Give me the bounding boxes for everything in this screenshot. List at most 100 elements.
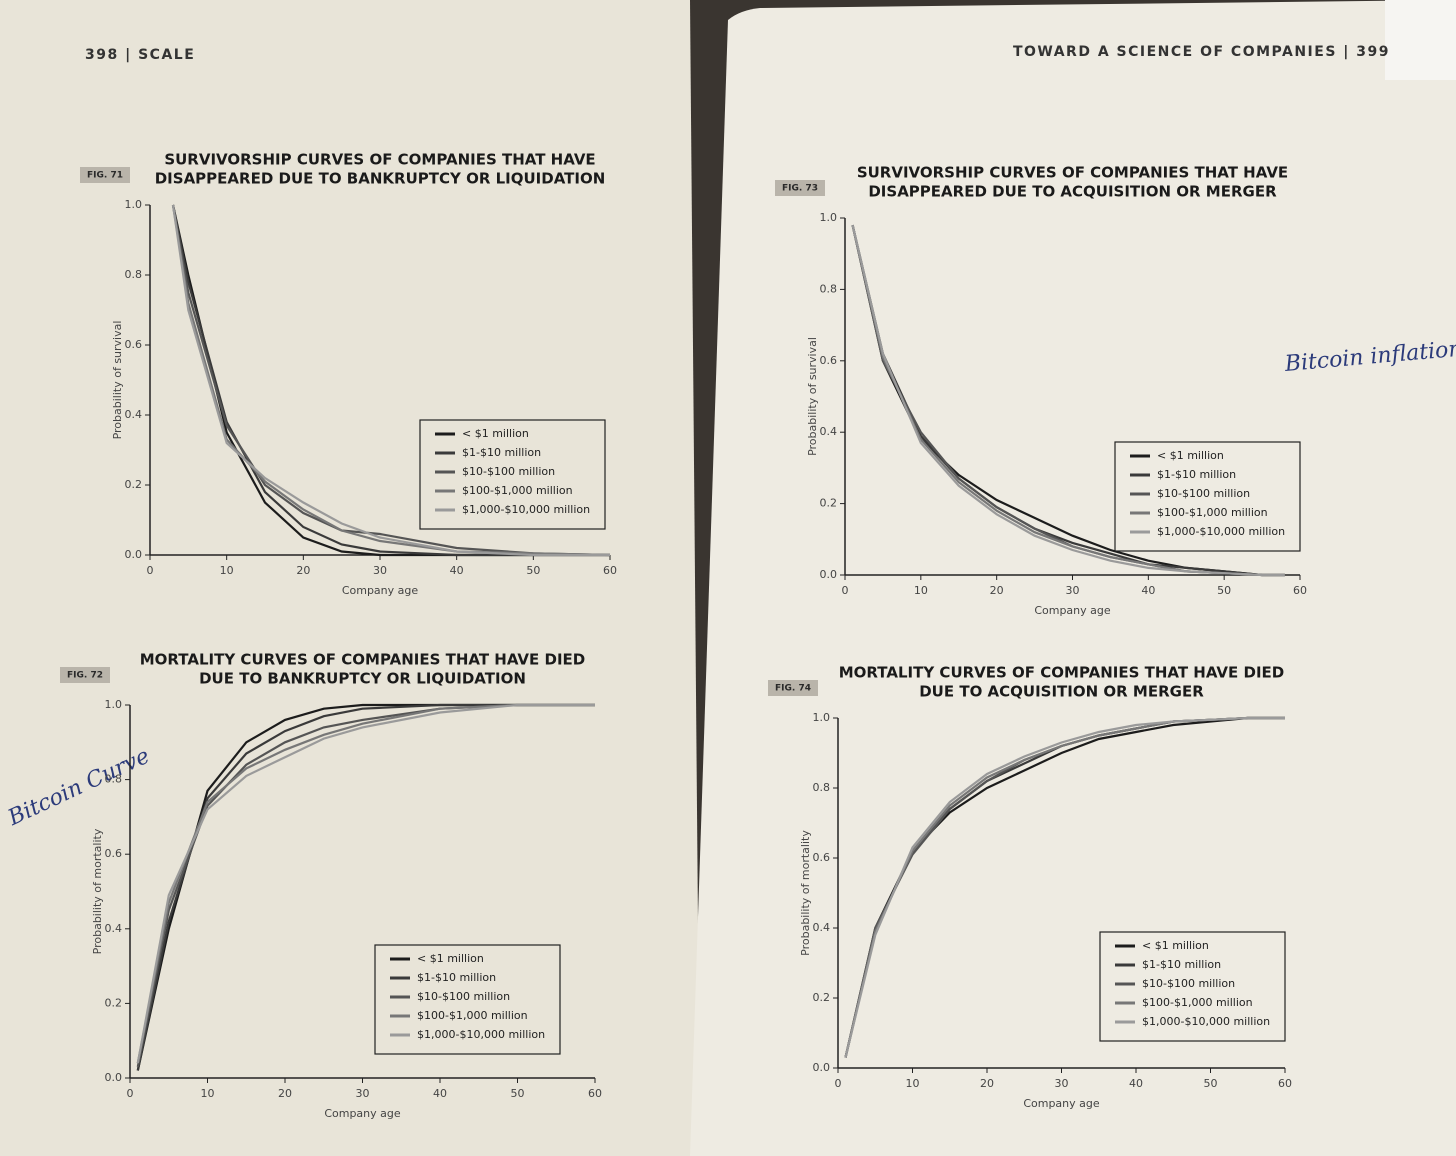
legend-label: $100-$1,000 million	[1157, 506, 1268, 519]
figure-label-box	[768, 680, 818, 696]
figure-label: FIG. 72	[67, 671, 103, 681]
y-axis-label: Probability of survival	[111, 321, 124, 440]
figure-label: FIG. 71	[87, 171, 123, 181]
x-tick-label: 30	[1066, 584, 1080, 597]
legend-label: $1,000-$10,000 million	[1157, 525, 1285, 538]
legend-label: $1-$10 million	[1157, 468, 1236, 481]
y-tick-label: 0.0	[820, 568, 838, 581]
legend-label: $10-$100 million	[1157, 487, 1250, 500]
x-tick-label: 20	[296, 564, 310, 577]
sticky-note	[1385, 0, 1456, 80]
chart-title: DUE TO BANKRUPTCY OR LIQUIDATION	[199, 670, 526, 688]
y-tick-label: 0.6	[125, 338, 143, 351]
y-tick-label: 0.6	[105, 847, 123, 860]
y-tick-label: 1.0	[125, 198, 143, 211]
x-tick-label: 50	[526, 564, 540, 577]
x-tick-label: 60	[1293, 584, 1307, 597]
figure-label: FIG. 74	[775, 684, 811, 694]
y-tick-label: 0.8	[125, 268, 143, 281]
x-tick-label: 0	[835, 1077, 842, 1090]
x-tick-label: 40	[1129, 1077, 1143, 1090]
x-axis-label: Company age	[342, 584, 419, 597]
legend-box	[419, 419, 606, 530]
chart-title: DISAPPEARED DUE TO BANKRUPTCY OR LIQUIDA…	[155, 170, 606, 188]
y-tick-label: 0.0	[105, 1071, 123, 1084]
x-tick-label: 50	[1217, 584, 1231, 597]
chart-title: MORTALITY CURVES OF COMPANIES THAT HAVE …	[839, 664, 1284, 682]
x-tick-label: 10	[914, 584, 928, 597]
legend-label: $10-$100 million	[417, 990, 510, 1003]
chart-title: SURVIVORSHIP CURVES OF COMPANIES THAT HA…	[857, 164, 1288, 182]
x-tick-label: 30	[373, 564, 387, 577]
y-tick-label: 1.0	[105, 698, 123, 711]
chart-title: DUE TO ACQUISITION OR MERGER	[919, 683, 1204, 701]
y-tick-label: 0.8	[105, 773, 123, 786]
y-tick-label: 0.6	[813, 851, 831, 864]
x-tick-label: 20	[990, 584, 1004, 597]
x-tick-label: 0	[127, 1087, 134, 1100]
series-line	[136, 703, 595, 1064]
legend-label: $100-$1,000 million	[462, 484, 573, 497]
figure-label-box	[60, 667, 110, 683]
y-axis-label: Probability of mortality	[91, 828, 104, 954]
x-axis-label: Company age	[324, 1107, 401, 1120]
y-tick-label: 0.6	[820, 354, 838, 367]
x-tick-label: 10	[906, 1077, 920, 1090]
series-line	[171, 204, 610, 557]
left-header: 398 | SCALE	[85, 47, 195, 63]
x-tick-label: 30	[356, 1087, 370, 1100]
x-tick-label: 10	[220, 564, 234, 577]
series-line	[851, 224, 1285, 577]
legend-label: $1,000-$10,000 million	[1142, 1015, 1270, 1028]
y-tick-label: 0.4	[820, 425, 838, 438]
legend-label: < $1 million	[462, 427, 529, 440]
y-tick-label: 0.2	[820, 497, 838, 510]
legend-label: < $1 million	[1142, 939, 1209, 952]
x-tick-label: 40	[450, 564, 464, 577]
figure-label-box	[775, 180, 825, 196]
y-tick-label: 1.0	[820, 211, 838, 224]
figure-label-box	[80, 167, 130, 183]
legend-label: $1-$10 million	[1142, 958, 1221, 971]
y-tick-label: 0.4	[105, 922, 123, 935]
series-line	[844, 716, 1285, 1058]
y-tick-label: 0.4	[125, 408, 143, 421]
y-axis-label: Probability of mortality	[799, 830, 812, 956]
legend-label: $10-$100 million	[1142, 977, 1235, 990]
legend-label: $1,000-$10,000 million	[462, 503, 590, 516]
legend-label: $10-$100 million	[462, 465, 555, 478]
x-tick-label: 60	[603, 564, 617, 577]
legend-label: $100-$1,000 million	[1142, 996, 1253, 1009]
left-page	[0, 0, 700, 1156]
legend-label: $1-$10 million	[462, 446, 541, 459]
chart-title: SURVIVORSHIP CURVES OF COMPANIES THAT HA…	[164, 151, 595, 169]
legend-box	[1099, 931, 1286, 1042]
y-tick-label: 0.4	[813, 921, 831, 934]
y-tick-label: 0.8	[813, 781, 831, 794]
x-tick-label: 30	[1055, 1077, 1069, 1090]
x-tick-label: 20	[980, 1077, 994, 1090]
x-tick-label: 20	[278, 1087, 292, 1100]
x-axis-label: Company age	[1034, 604, 1111, 617]
x-tick-label: 40	[433, 1087, 447, 1100]
x-tick-label: 50	[1204, 1077, 1218, 1090]
x-tick-label: 60	[1278, 1077, 1292, 1090]
x-tick-label: 40	[1141, 584, 1155, 597]
x-axis-label: Company age	[1023, 1097, 1100, 1110]
y-tick-label: 1.0	[813, 711, 831, 724]
figure-label: FIG. 73	[782, 184, 818, 194]
legend-box	[374, 944, 561, 1055]
series-line	[171, 204, 610, 557]
x-tick-label: 10	[201, 1087, 215, 1100]
x-tick-label: 0	[147, 564, 154, 577]
x-tick-label: 0	[842, 584, 849, 597]
legend-label: $1,000-$10,000 million	[417, 1028, 545, 1041]
legend-label: $100-$1,000 million	[417, 1009, 528, 1022]
right-header: TOWARD A SCIENCE OF COMPANIES | 399	[1013, 44, 1390, 60]
y-tick-label: 0.2	[125, 478, 143, 491]
legend-label: < $1 million	[1157, 449, 1224, 462]
legend-box	[1114, 441, 1301, 552]
y-tick-label: 0.0	[813, 1061, 831, 1074]
chart-title: DISAPPEARED DUE TO ACQUISITION OR MERGER	[868, 183, 1277, 201]
